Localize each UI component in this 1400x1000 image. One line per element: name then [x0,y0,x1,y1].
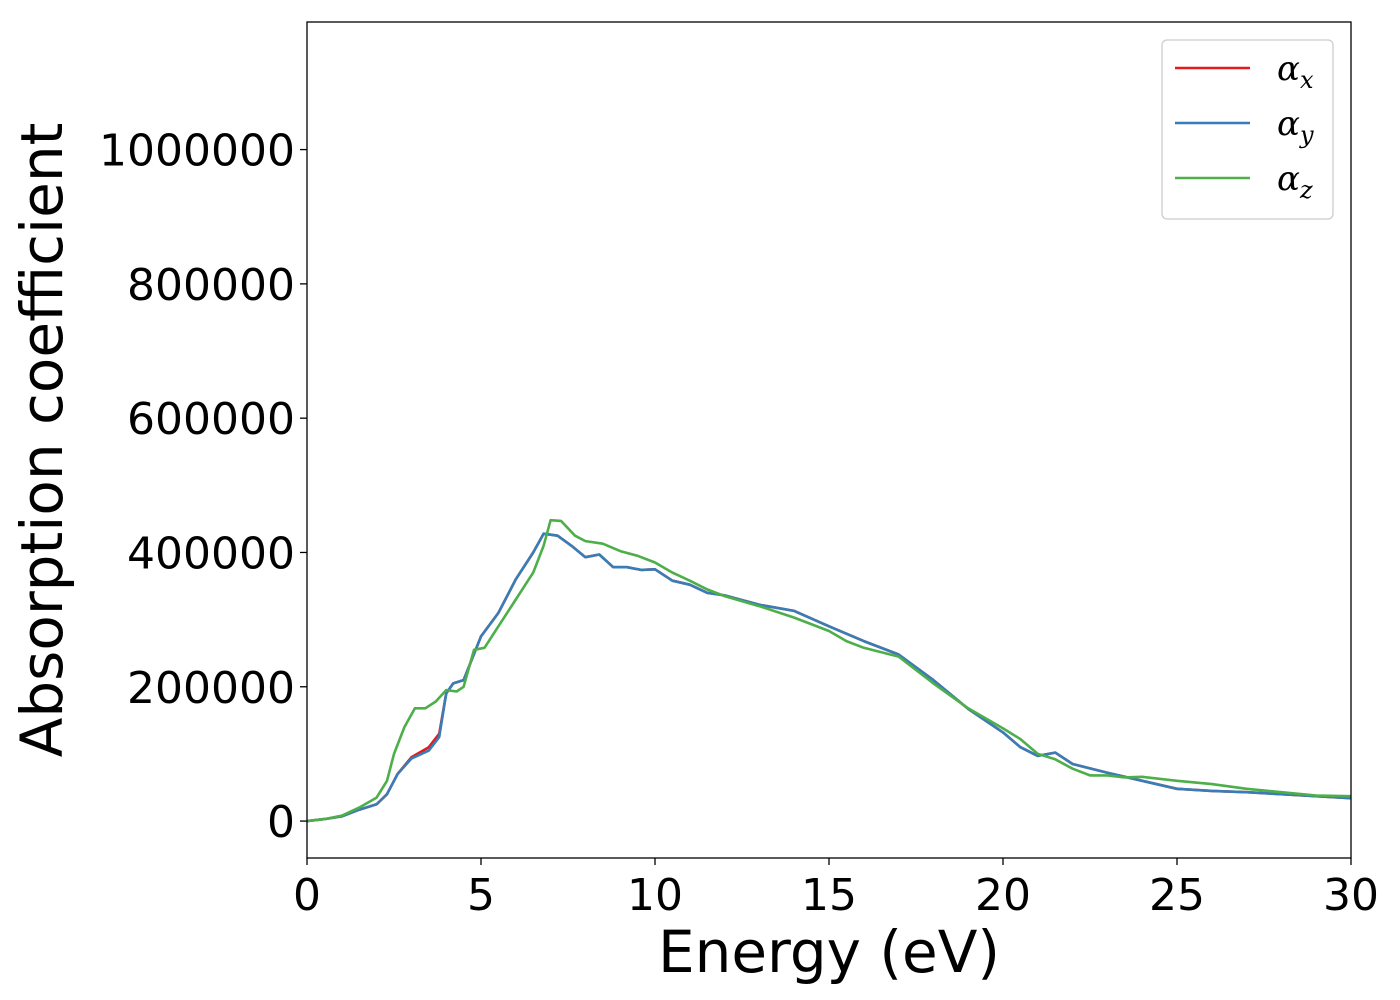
y-tick-label: 800000 [127,260,295,311]
x-axis-ticks: 0 5 10 15 20 25 30 [293,858,1379,921]
y-tick-label: 600000 [127,394,295,445]
x-tick-label: 20 [975,870,1031,921]
legend-box [1161,39,1334,220]
y-tick-label: 0 [267,797,295,848]
series-layer [307,518,1351,823]
series-line-y [307,532,1351,823]
x-tick-label: 0 [293,870,321,921]
y-tick-label: 1000000 [99,126,295,177]
x-tick-label: 30 [1323,870,1379,921]
x-tick-label: 15 [801,870,857,921]
y-tick-label: 400000 [127,528,295,579]
y-axis-label: Absorption coefficient [8,123,76,758]
x-tick-label: 10 [627,870,683,921]
x-tick-label: 25 [1149,870,1205,921]
x-axis-label: Energy (eV) [658,918,1000,986]
x-tick-label: 5 [467,870,495,921]
y-axis-ticks: 0 200000 400000 600000 800000 1000000 [99,126,307,848]
y-tick-label: 200000 [127,663,295,714]
series-line-z [307,518,1351,823]
